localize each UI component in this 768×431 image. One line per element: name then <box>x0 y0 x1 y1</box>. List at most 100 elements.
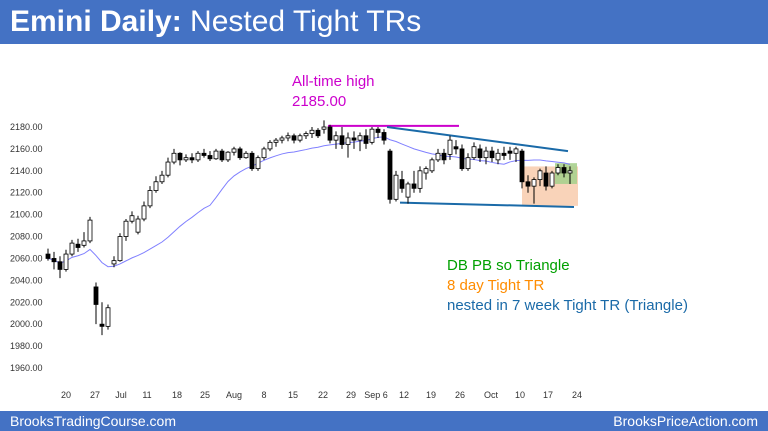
candle-body <box>393 174 399 200</box>
candle-body <box>429 159 435 172</box>
candle-body <box>249 152 255 170</box>
page-title: Emini Daily: Nested Tight TRs <box>10 5 421 39</box>
candle-body <box>213 150 219 160</box>
y-tick-label: 2140.00 <box>10 166 43 176</box>
x-tick-label: 22 <box>318 390 328 400</box>
candle <box>285 132 291 142</box>
candle <box>57 256 63 279</box>
candle-body <box>195 152 201 161</box>
candle <box>99 302 105 336</box>
candle-body <box>369 128 375 143</box>
candle <box>255 155 261 171</box>
candle <box>375 127 381 138</box>
candle <box>387 148 393 204</box>
candle <box>141 201 147 222</box>
candle <box>87 216 93 244</box>
candle-body <box>225 151 231 161</box>
candle-body <box>189 157 195 161</box>
candle-body <box>219 150 225 161</box>
candle <box>111 256 117 268</box>
candle-body <box>459 148 465 170</box>
candle-body <box>243 152 249 159</box>
candle <box>435 148 441 163</box>
ath-label: All-time high <box>292 73 375 90</box>
candle-body <box>141 205 147 220</box>
candle <box>153 176 159 193</box>
triangle-lower-line <box>399 201 575 208</box>
candle <box>405 181 411 204</box>
x-tick-label: Aug <box>226 390 242 400</box>
candle-body <box>447 139 453 155</box>
candle-body <box>201 152 207 156</box>
candle <box>471 142 477 160</box>
candle-body <box>279 137 285 141</box>
candle <box>501 146 507 160</box>
candle <box>459 144 465 171</box>
x-tick-label: 15 <box>288 390 298 400</box>
footer-left-link[interactable]: BrooksTradingCourse.com <box>10 413 176 429</box>
candle <box>105 304 111 330</box>
candle-body <box>483 150 489 159</box>
y-tick-label: 2100.00 <box>10 210 43 220</box>
x-tick-label: 20 <box>61 390 71 400</box>
candle-body <box>99 323 105 327</box>
candle <box>219 148 225 163</box>
candle <box>249 151 255 171</box>
candle-body <box>471 146 477 159</box>
candle-body <box>363 135 369 144</box>
y-tick-label: 2020.00 <box>10 297 43 307</box>
candle <box>543 166 549 191</box>
x-tick-label: 18 <box>172 390 182 400</box>
candle <box>477 144 483 163</box>
candle <box>183 154 189 163</box>
triangle-upper-line <box>386 126 569 153</box>
candle <box>123 219 129 241</box>
candle <box>69 239 75 257</box>
candle <box>267 140 273 152</box>
candle-body <box>69 242 75 255</box>
candle <box>369 127 375 145</box>
candle <box>483 146 489 165</box>
candle-body <box>357 135 363 141</box>
candle-body <box>297 135 303 141</box>
title-rest-part: Nested Tight TRs <box>181 5 422 38</box>
candle <box>453 140 459 155</box>
y-axis-ticks: 2180.00 2160.00 2140.00 2120.00 2100.00 2080.… <box>10 122 43 373</box>
candle <box>561 164 567 178</box>
candle <box>495 148 501 165</box>
candle-body <box>399 179 405 189</box>
candle <box>363 129 369 149</box>
candle-body <box>159 174 165 183</box>
footer-right-link[interactable]: BrooksPriceAction.com <box>613 413 758 429</box>
candle-body <box>75 243 81 248</box>
candle-body <box>477 148 483 159</box>
candle-body <box>561 167 567 174</box>
y-tick-label: 2080.00 <box>10 232 43 242</box>
candle-body <box>261 148 267 159</box>
title-bold-part: Emini Daily: <box>10 5 182 38</box>
y-tick-label: 2160.00 <box>10 144 43 154</box>
candle-body <box>537 170 543 180</box>
candle <box>231 146 237 156</box>
candle-body <box>303 133 309 137</box>
candle <box>273 137 279 147</box>
candle <box>297 133 303 143</box>
candle <box>417 166 423 193</box>
candle-body <box>423 168 429 174</box>
candle-body <box>81 240 87 246</box>
candle-body <box>417 170 423 189</box>
candle <box>75 238 81 252</box>
candle <box>291 133 297 144</box>
candle <box>117 233 123 262</box>
candle-body <box>327 126 333 141</box>
candle-body <box>105 307 111 327</box>
candle-body <box>135 218 141 233</box>
y-tick-label: 2120.00 <box>10 188 43 198</box>
candle <box>309 127 315 138</box>
candle-body <box>567 170 573 174</box>
tight-tr-label: 8 day Tight TR <box>447 277 544 294</box>
candle <box>327 124 333 144</box>
candle-body <box>153 181 159 191</box>
candle <box>423 166 429 180</box>
nested-label: nested in 7 week Tight TR (Triangle) <box>447 297 688 314</box>
